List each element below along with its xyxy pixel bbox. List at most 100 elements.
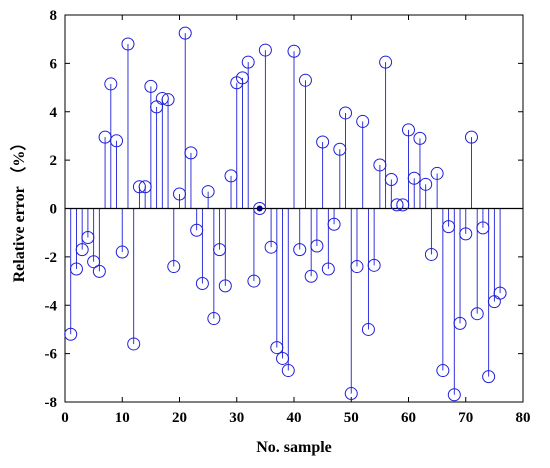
y-tick-label: -6 (45, 347, 58, 363)
stem-marker (121, 37, 135, 51)
stem-marker (333, 142, 347, 156)
stem-marker (390, 198, 404, 212)
x-axis-title: No. sample (256, 439, 332, 456)
tick-labels-group: 0 10 20 30 40 50 60 70 80 -8 -6 -4 -2 0 2 4 6 8 (45, 8, 531, 426)
stem-marker (64, 327, 78, 341)
markers-group (64, 26, 507, 402)
stem-marker (459, 227, 473, 241)
stem-marker (264, 240, 278, 254)
stem-marker (476, 221, 490, 235)
stem-marker (190, 223, 204, 237)
stem-marker (98, 130, 112, 144)
stem-marker (310, 239, 324, 253)
stem-marker (293, 243, 307, 257)
stem-marker (436, 364, 450, 378)
x-tick-label: 80 (516, 410, 531, 426)
y-tick-label: 6 (50, 56, 58, 72)
stem-marker (379, 55, 393, 69)
stem-marker (173, 187, 186, 201)
stem-marker (304, 269, 318, 283)
stem-marker (321, 262, 335, 276)
stem-marker (367, 258, 381, 272)
stem-marker (470, 307, 484, 321)
stem-marker (104, 77, 118, 91)
x-tick-label: 70 (458, 410, 473, 426)
stem-marker (316, 135, 330, 149)
y-tick-label: -2 (45, 250, 58, 266)
stem-marker (430, 166, 444, 180)
stem-marker (276, 351, 290, 365)
x-tick-label: 20 (172, 410, 187, 426)
stem-marker (270, 341, 284, 355)
stem-marker (281, 364, 295, 378)
highlight-dot (256, 205, 263, 212)
stem-marker (69, 262, 83, 276)
stem-marker (287, 44, 301, 58)
x-tick-label: 60 (401, 410, 416, 426)
stem-marker (493, 286, 507, 300)
y-tick-label: -4 (45, 298, 58, 314)
stem-marker (339, 106, 353, 120)
stem-marker (453, 316, 467, 330)
stem-marker (132, 180, 146, 194)
stem-marker (298, 73, 312, 87)
stem-marker (155, 91, 169, 105)
stem-marker (81, 231, 95, 245)
stem-marker (115, 245, 129, 259)
stem-marker (218, 279, 232, 293)
stem-marker (75, 243, 89, 257)
y-axis-title: Relative error （%） (10, 135, 28, 283)
stem-marker (167, 260, 181, 274)
stem-marker (127, 337, 141, 351)
stem-marker (178, 26, 192, 40)
stem-marker (258, 43, 272, 57)
stem-marker (144, 79, 158, 93)
stem-marker (87, 255, 101, 269)
stem-marker (247, 274, 261, 288)
stem-marker (184, 146, 198, 160)
stem-lines-group (70, 33, 501, 395)
stem-marker (350, 260, 364, 274)
stem-marker (464, 130, 478, 144)
stem-marker (235, 71, 249, 85)
stem-marker (110, 134, 124, 148)
x-tick-label: 50 (344, 410, 359, 426)
stem-marker (224, 169, 238, 183)
stem-marker (356, 114, 370, 128)
y-tick-label: 8 (50, 8, 58, 24)
stem-marker (407, 171, 421, 185)
stem-marker (241, 55, 255, 69)
x-tick-label: 40 (287, 410, 302, 426)
stem-marker (396, 198, 410, 212)
stem-marker (92, 264, 106, 278)
axes-group (64, 14, 524, 403)
stem-marker (213, 243, 227, 257)
stem-marker (413, 131, 427, 145)
stem-marker (402, 123, 415, 137)
stem-marker (419, 177, 433, 191)
stem-marker (384, 172, 398, 186)
stem-marker (482, 370, 496, 384)
x-tick-label: 10 (115, 410, 130, 426)
stem-marker (201, 185, 215, 199)
stem-marker (161, 93, 175, 107)
x-tick-label: 30 (229, 410, 244, 426)
stem-marker (424, 247, 438, 261)
stem-marker (361, 322, 375, 336)
y-tick-label: 4 (50, 105, 58, 121)
x-tick-label: 0 (61, 410, 69, 426)
stem-marker (373, 158, 387, 172)
stem-marker (195, 276, 209, 290)
y-tick-label: 2 (50, 153, 58, 169)
y-tick-label: 0 (50, 202, 58, 218)
stem-marker (253, 202, 267, 215)
stem-marker (344, 387, 358, 401)
stem-marker (447, 388, 461, 402)
stem-marker (138, 180, 152, 194)
stem-marker (327, 217, 341, 231)
y-tick-label: -8 (45, 395, 58, 411)
stem-marker (207, 312, 221, 326)
stem-marker (442, 220, 456, 234)
